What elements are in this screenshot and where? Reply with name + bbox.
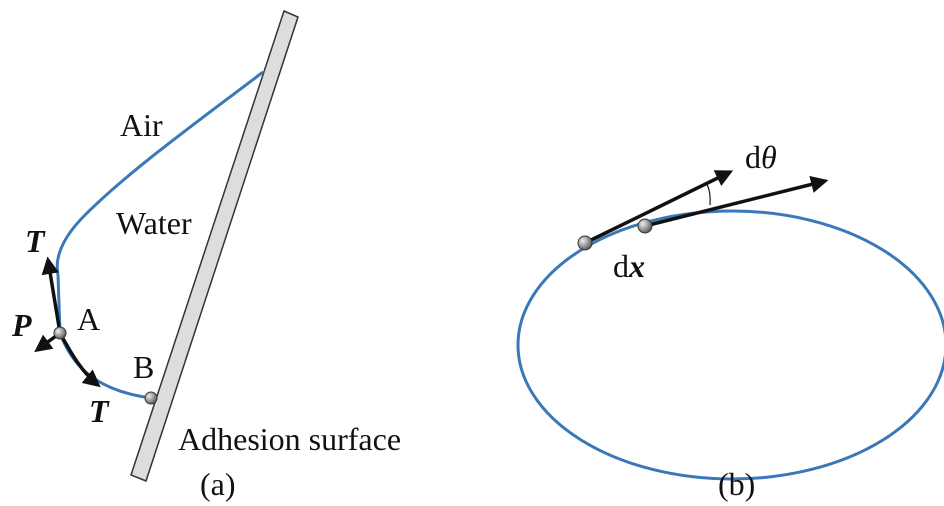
tension-label: T: [25, 223, 46, 259]
point-marker: [638, 219, 652, 233]
length-label: dx: [613, 248, 645, 284]
point-a-marker: [54, 327, 66, 339]
tangent-arrow: [585, 172, 730, 243]
angle-d: d: [745, 139, 761, 175]
length-symbol: x: [628, 248, 645, 284]
angle-arc: [707, 184, 710, 205]
length-d: d: [613, 248, 629, 284]
water-label: Water: [116, 205, 192, 241]
point-a-label: A: [77, 301, 100, 337]
angle-symbol: θ: [761, 139, 777, 175]
caption: (a): [200, 466, 236, 502]
air-label: Air: [120, 107, 163, 143]
tension-label: T: [89, 393, 110, 429]
point-b-label: B: [133, 349, 154, 385]
angle-label: dθ: [745, 139, 777, 175]
tangent-arrow: [645, 181, 825, 226]
adhesion-plate: [131, 11, 298, 481]
point-b-marker: [145, 392, 157, 404]
pressure-label: P: [11, 307, 32, 343]
point-marker: [578, 236, 592, 250]
surface-label: Adhesion surface: [178, 421, 401, 457]
caption: (b): [718, 466, 755, 502]
diagram: Air Water T P A B T Adhesion surface (a)…: [0, 0, 944, 506]
ellipse: [518, 211, 944, 479]
